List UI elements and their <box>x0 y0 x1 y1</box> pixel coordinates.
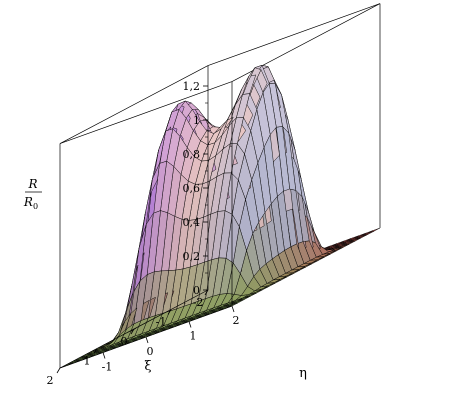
xi-tick-mark <box>130 328 135 335</box>
eta-tick-mark <box>231 305 235 313</box>
z-label-denominator: R0 <box>23 195 38 211</box>
xi-tick-label: 1 <box>84 355 91 368</box>
eta-tick-label: 0 <box>147 345 154 358</box>
surface-mesh <box>59 64 381 369</box>
eta-tick-mark <box>102 352 106 359</box>
z-tick-label: 0,4 <box>183 216 201 229</box>
z-label-subscript: 0 <box>33 202 38 211</box>
eta-tick-mark <box>188 321 192 328</box>
box-edge <box>59 65 209 144</box>
z-axis-label: R R0 <box>23 177 42 211</box>
z-axis: 0 0,2 0,4 0,6 0,8 1 1,2 <box>183 80 208 297</box>
z-tick-label: 1,2 <box>183 80 201 93</box>
z-tick-label: 1 <box>193 114 200 127</box>
box-edge <box>207 3 381 66</box>
eta-tick-label: 1 <box>190 330 197 343</box>
xi-tick-mark <box>93 348 98 354</box>
z-label-numerator: R <box>27 177 37 191</box>
z-tick-label: 0,8 <box>183 148 201 161</box>
xi-axis-label: ξ <box>144 359 151 374</box>
xi-tick-label: 0 <box>121 335 128 348</box>
eta-tick-label: 2 <box>233 314 240 327</box>
eta-tick-mark <box>145 336 149 344</box>
z-tick-label: 0,6 <box>183 182 201 195</box>
xi-tick-label: -1 <box>156 316 167 329</box>
eta-tick-label: -1 <box>102 361 113 374</box>
xi-tick-mark <box>56 367 61 374</box>
xi-tick-mark <box>167 309 172 315</box>
xi-axis: -2 -1 0 1 2 <box>47 289 209 387</box>
xi-tick-mark <box>204 289 209 296</box>
box-edge <box>59 81 233 144</box>
z-tick-label: 0 <box>193 284 200 297</box>
eta-axis: -1 0 1 2 <box>102 305 240 374</box>
z-ticks: 0 0,2 0,4 0,6 0,8 1 1,2 <box>183 80 208 297</box>
xi-tick-label: 2 <box>47 374 54 387</box>
xi-tick-label: -2 <box>193 296 204 309</box>
eta-axis-label: η <box>299 366 307 381</box>
z-tick-label: 0,2 <box>183 250 201 263</box>
